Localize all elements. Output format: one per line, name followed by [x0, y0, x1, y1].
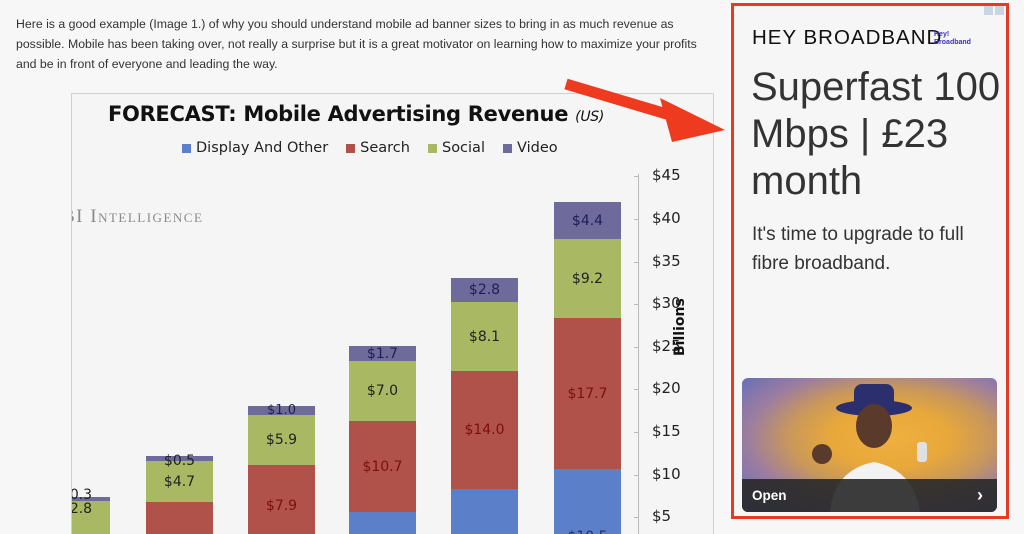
- y-axis: [638, 174, 639, 534]
- y-axis-label: Billions: [672, 298, 688, 356]
- ad-headline[interactable]: Superfast 100 Mbps | £23 month: [751, 65, 1001, 203]
- y-tick: $40: [652, 209, 681, 227]
- y-tick: $5: [652, 507, 672, 525]
- broadband-ad[interactable]: HEY BROADBAND Hey! Broadband Superfast 10…: [731, 3, 1009, 519]
- legend-swatch-icon: [182, 143, 191, 153]
- bar-3: $1.0 $5.9 $7.9: [248, 403, 315, 534]
- legend-display: Display And Other: [182, 140, 328, 156]
- legend-social: Social: [427, 140, 485, 156]
- bar-4: $1.7 $7.0 $10.7: [349, 346, 416, 534]
- ad-body-text: It's time to upgrade to full fibre broad…: [752, 224, 964, 274]
- y-tick: $45: [652, 166, 681, 184]
- legend-video: Video: [502, 140, 558, 156]
- y-tick: $20: [652, 379, 681, 397]
- bi-intelligence-watermark: BI Intelligence: [72, 206, 204, 227]
- bar-2-top-label: $0.5: [163, 453, 196, 469]
- ad-open-button[interactable]: Open ›: [742, 479, 997, 512]
- chart-title: FORECAST: Mobile Advertising Revenue (US…: [107, 102, 605, 126]
- bar-5: $2.8 $8.1 $14.0: [451, 278, 518, 534]
- legend-swatch-icon: [427, 143, 437, 153]
- chevron-right-icon: ›: [977, 485, 983, 505]
- legend-swatch-icon: [346, 143, 356, 153]
- bar-6: $4.4 $9.2 $17.7 $10.5: [554, 202, 621, 534]
- article-paragraph: Here is a good example (Image 1.) of why…: [16, 17, 697, 71]
- adchoices-icon[interactable]: [984, 6, 1004, 15]
- y-tick: $15: [652, 422, 681, 440]
- y-tick: $10: [652, 465, 681, 483]
- chart-legend: Display And Other Search Social Video: [182, 140, 558, 156]
- ad-brand-name: HEY BROADBAND: [752, 26, 943, 49]
- y-tick: $25: [652, 337, 681, 355]
- y-tick: $30: [652, 294, 681, 312]
- legend-swatch-icon: [502, 143, 512, 153]
- revenue-chart: FORECAST: Mobile Advertising Revenue (US…: [71, 93, 714, 534]
- legend-search: Search: [346, 140, 410, 156]
- red-arrow-icon: [564, 78, 725, 142]
- ad-brand-logo: Hey! Broadband: [934, 31, 971, 46]
- bar-1-labels: $0.3$2.8: [72, 487, 93, 517]
- y-tick: $35: [652, 252, 681, 270]
- ad-image[interactable]: Open ›: [742, 378, 997, 512]
